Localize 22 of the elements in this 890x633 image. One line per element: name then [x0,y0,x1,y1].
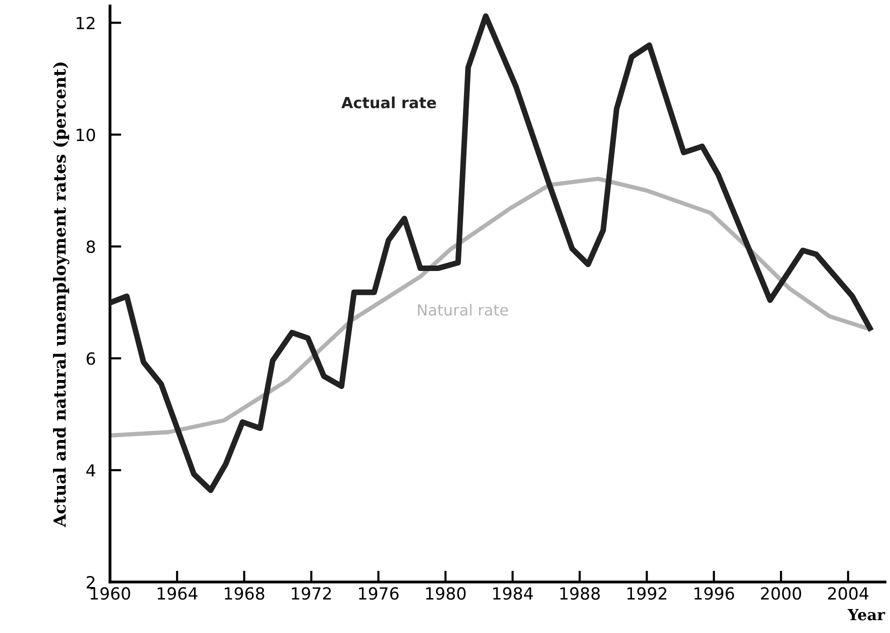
x-tick-label: 1968 [224,587,264,600]
x-axis-title: Year [848,609,886,620]
x-tick-label: 1984 [493,587,533,600]
y-tick-label: 6 [86,352,96,365]
x-tick-label: 1960 [90,587,130,600]
series-label: Natural rate [418,304,508,316]
x-tick-label: 1980 [426,587,466,600]
x-tick-label: 1964 [158,587,198,600]
x-tick-label: 2000 [761,587,802,600]
x-tick-label: 1988 [560,587,600,600]
x-tick-label: 2004 [828,587,868,600]
y-axis-title: Actual and natural unemployment rates (percent) [52,62,70,528]
x-tick-label: 1992 [627,587,666,600]
x-tick-label: 1972 [292,587,331,600]
y-tick-label: 12 [76,16,94,30]
y-tick-label: 8 [86,240,95,254]
series-label: Actual rate [341,96,436,108]
y-tick-label: 10 [76,128,96,142]
line-series [110,176,869,438]
x-tick-label: 1996 [694,587,734,600]
x-tick-label: 1976 [359,587,399,600]
y-tick-label: 4 [86,464,96,476]
